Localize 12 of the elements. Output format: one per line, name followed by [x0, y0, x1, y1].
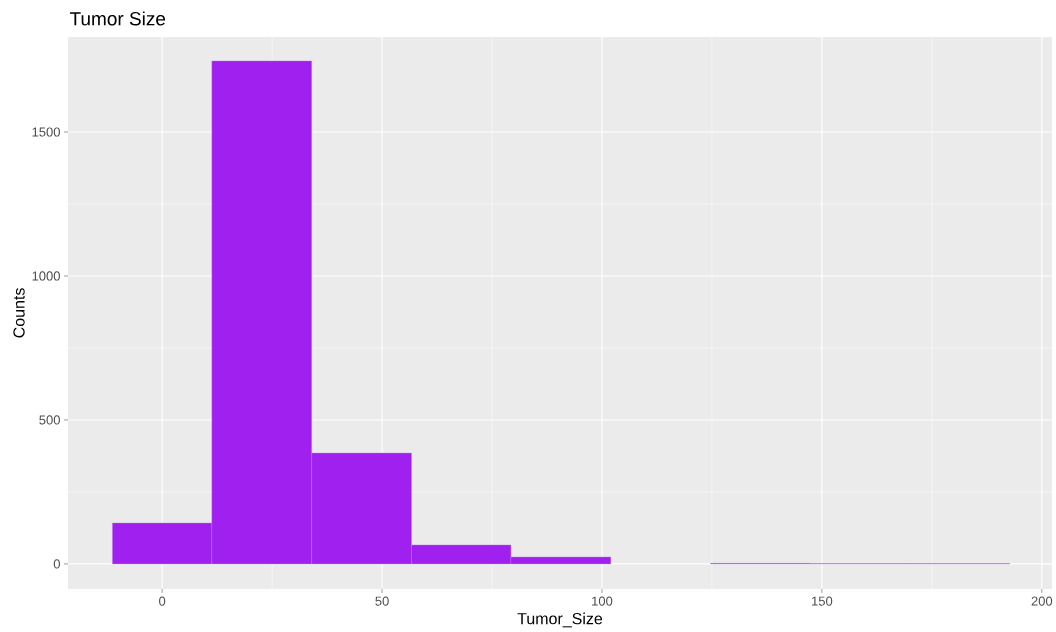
y-axis-title: Counts: [13, 288, 25, 338]
x-tick-label: 200: [1031, 596, 1053, 606]
x-axis-title: Tumor_Size: [517, 612, 603, 628]
y-tick-label: 500: [39, 415, 60, 425]
chart-title: Tumor Size: [69, 11, 166, 26]
y-tick-label: 1500: [32, 127, 60, 137]
y-tick-label: 1000: [32, 271, 60, 281]
x-tick-label: 150: [812, 596, 833, 606]
y-tick-label: 0: [53, 559, 60, 569]
x-tick-label: 100: [592, 596, 613, 606]
x-tick-label: 50: [375, 596, 389, 606]
x-tick-label: 0: [159, 596, 166, 606]
